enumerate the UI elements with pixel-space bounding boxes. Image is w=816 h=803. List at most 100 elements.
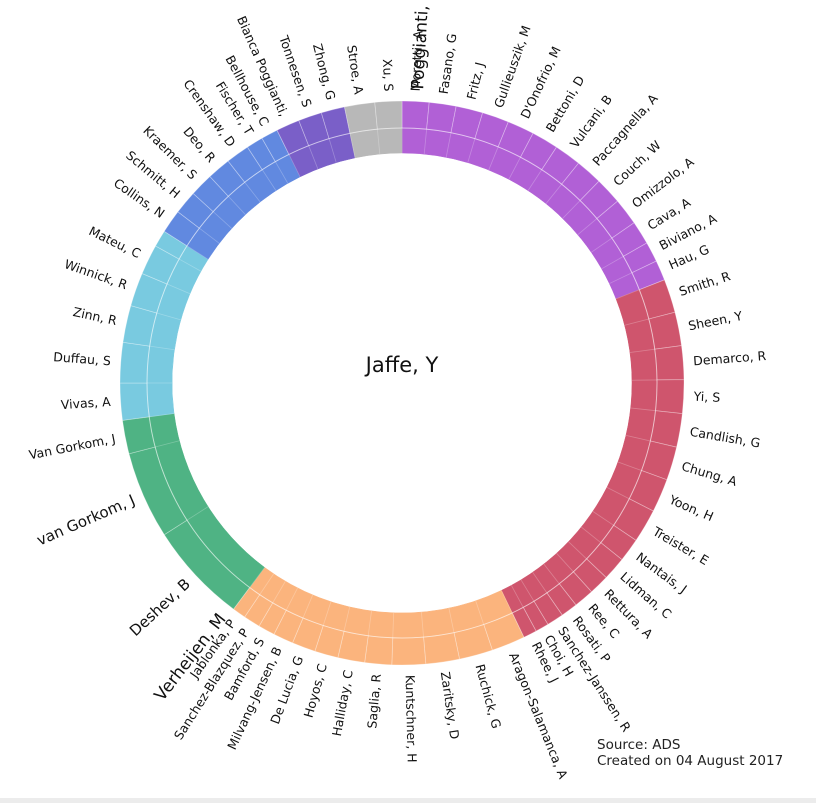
slice-divider [249, 567, 265, 588]
slice-divider [199, 227, 220, 244]
slice-divider [624, 318, 649, 326]
slice-divider [545, 183, 562, 204]
author-arc-stroe-a [344, 101, 378, 134]
author-label-van-gorkom-j: Van Gorkom, J [28, 431, 117, 463]
page-bottom-rule [0, 798, 816, 803]
author-label-sheen-y: Sheen, Y [687, 308, 744, 333]
slice-divider [630, 407, 656, 412]
author-label-van-gorkom-j: van Gorkom, J [34, 491, 138, 550]
author-label-halliday-c: Halliday, C [329, 668, 356, 737]
author-label-mateu-c: Mateu, C [87, 223, 144, 261]
slice-divider [577, 218, 598, 235]
slice-divider [308, 145, 319, 170]
author-arc-fischer-t [246, 137, 276, 171]
author-label-zaritsky-d: Zaritsky, D [438, 671, 463, 740]
author-arc-sanchez-janssen-r [533, 592, 563, 625]
slice-divider [527, 169, 543, 191]
author-arc-demarco-r [654, 345, 685, 381]
author-arc-candlish-g [649, 410, 683, 448]
slice-divider [155, 440, 180, 448]
author-arc-saglia-r [364, 635, 394, 666]
slice-divider [367, 610, 372, 636]
author-label-fasano-g: Fasano, G [436, 32, 460, 95]
author-arc-xu-s [374, 100, 403, 130]
slice-divider [448, 608, 455, 633]
author-arc-winnick-r [130, 272, 168, 314]
slice-divider [392, 612, 395, 638]
slice-divider [244, 182, 261, 203]
slice-divider [467, 138, 476, 163]
author-label-yoon-h: Yoon, H [666, 491, 716, 524]
group-arc-group-7 [349, 127, 403, 159]
slice-divider [149, 413, 175, 418]
author-label-zhong-g: Zhong, G [310, 42, 339, 102]
author-label-smith-r: Smith, R [677, 268, 732, 299]
slice-divider [261, 169, 277, 191]
slice-divider [343, 606, 351, 632]
author-arc-gullieuszik-m [474, 112, 509, 148]
slice-divider [275, 161, 289, 184]
author-label-deshev-b: Deshev, B [126, 575, 194, 640]
group-arc-group-1 [501, 289, 658, 614]
slice-divider [488, 146, 499, 171]
slice-divider [543, 563, 560, 584]
author-label-duffau-s: Duffau, S [53, 349, 112, 368]
slice-divider [609, 272, 633, 284]
author-label-fritz-j: Fritz, J [464, 61, 488, 101]
author-arc-yi-s [655, 379, 685, 415]
slice-divider [562, 200, 581, 219]
chart-credit: Source: ADS Created on 04 August 2017 [597, 737, 783, 769]
slice-divider [475, 600, 485, 625]
slice-divider [228, 195, 246, 215]
slice-divider [510, 585, 524, 608]
author-arc-omizzolo-a [596, 200, 635, 239]
slice-divider [186, 245, 209, 260]
author-arc-vivas-a [119, 382, 150, 421]
author-arc-collins-n [163, 211, 200, 247]
slice-divider [501, 590, 513, 614]
author-label-zinn-r: Zinn, R [72, 304, 119, 328]
slice-divider [568, 541, 587, 560]
author-arc-ruchick-g [453, 624, 493, 660]
slice-divider [186, 506, 209, 521]
slice-divider [349, 133, 356, 158]
slice-divider [520, 579, 535, 602]
slice-divider [322, 601, 332, 626]
slice-divider [601, 256, 624, 270]
author-arc-fasano-g [426, 101, 457, 134]
author-label-vivas-a: Vivas, A [60, 394, 111, 412]
author-arc-van-gorkom-j [128, 446, 188, 536]
slice-divider [532, 572, 548, 594]
author-arc-zaritsky-d [423, 632, 460, 665]
center-author-label: Jaffe, Y [364, 353, 439, 377]
author-arc-de-lucia-g [291, 617, 324, 652]
slice-divider [625, 434, 651, 442]
author-label-winnick-r: Winnick, R [62, 256, 129, 292]
author-label-ruchick-g: Ruchick, G [472, 663, 504, 731]
slice-divider [272, 581, 286, 604]
author-label-hoyos-c: Hoyos, C [301, 662, 330, 720]
author-label-stroe-a: Stroe, A [344, 44, 366, 96]
slice-divider [581, 526, 602, 543]
author-arc-d-onofrio-m [497, 121, 534, 158]
slice-divider [617, 461, 642, 471]
author-arc-hoyos-c [314, 625, 345, 659]
slice-divider [328, 138, 337, 163]
slice-divider [149, 345, 175, 351]
author-arc-zinn-r [122, 305, 158, 347]
slice-divider [592, 511, 614, 526]
author-label-chung-a: Chung, A [680, 458, 739, 489]
author-arc-moretti-a [401, 100, 430, 130]
author-label-kuntschner-h: Kuntschner, H [403, 675, 420, 763]
slice-divider [606, 487, 630, 500]
slice-divider [445, 132, 452, 158]
slice-divider [166, 283, 191, 295]
author-arc-nantais-j [600, 524, 637, 561]
slice-divider [421, 612, 424, 638]
author-arc-treister-e [613, 498, 654, 541]
slice-divider [629, 348, 655, 353]
author-label-moretti-a: Moretti, A [408, 30, 426, 92]
chart-arcs [119, 100, 685, 666]
slice-divider [508, 157, 521, 180]
